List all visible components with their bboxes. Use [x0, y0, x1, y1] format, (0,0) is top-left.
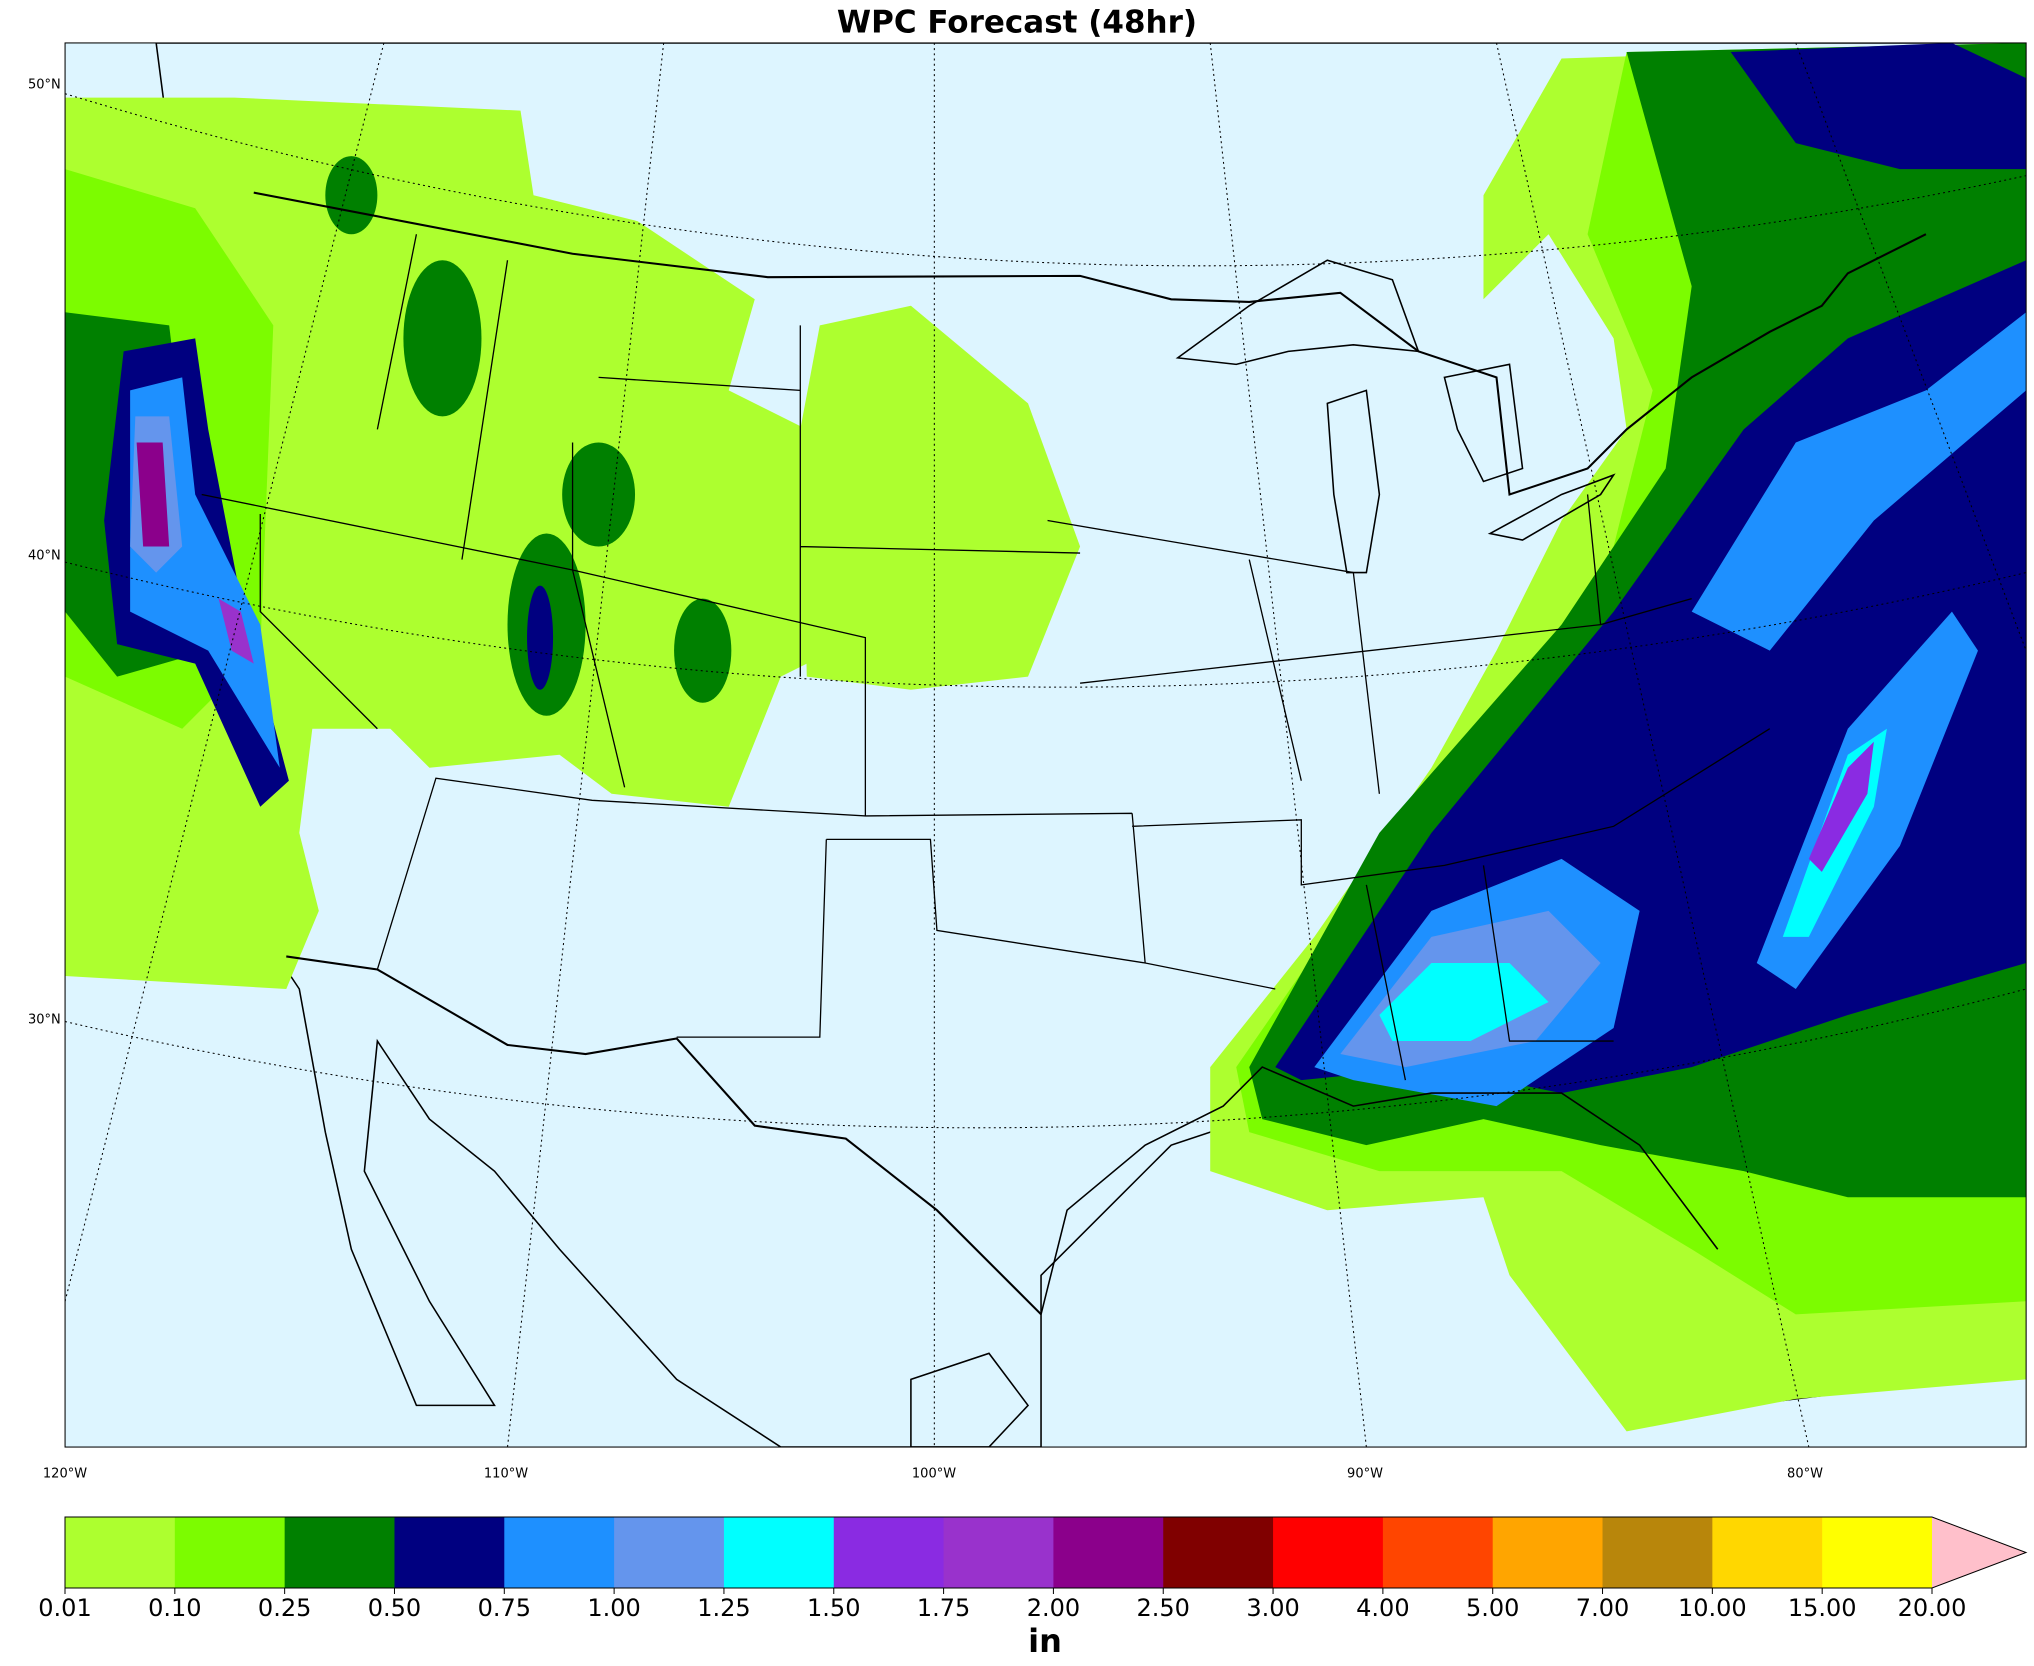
map	[64, 42, 2027, 1448]
colorbar-tick-label: 1.75	[917, 1594, 970, 1622]
colorbar-bin	[1602, 1517, 1713, 1588]
precip-rockies-6	[527, 585, 554, 690]
colorbar-bin	[1492, 1517, 1604, 1588]
colorbar-tick-label: 4.00	[1356, 1594, 1409, 1622]
lon-label: 90°W	[1347, 1467, 1383, 1482]
state-lines	[201, 234, 1771, 1081]
colorbar-tick-label: 0.10	[148, 1594, 201, 1622]
colorbar-bin	[65, 1517, 176, 1588]
precip-ca-purple-2	[218, 598, 254, 664]
us-canada-border	[253, 191, 1927, 496]
colorbar-bin	[174, 1517, 286, 1588]
parallel-40	[65, 561, 2027, 688]
colorbar-bin	[833, 1517, 945, 1588]
us-mexico-border	[286, 955, 1042, 1316]
colorbar-tick-label: 3.00	[1246, 1594, 1299, 1622]
colorbar-tick-label: 1.50	[807, 1594, 860, 1622]
lake-michigan	[1326, 389, 1381, 574]
precip-ca-purple	[136, 442, 170, 547]
lake-erie	[1487, 473, 1616, 541]
colorbar-tick-label: 2.50	[1137, 1594, 1190, 1622]
precip-rockies-3	[674, 598, 732, 703]
precip-ne-blue	[1691, 312, 2027, 651]
mexico-land-east	[910, 1352, 1030, 1448]
colorbar-bin	[943, 1517, 1054, 1588]
colorbar-bin	[1822, 1517, 1933, 1588]
precip-off-purple	[1808, 741, 1874, 872]
colorbar-tick-label: 0.25	[258, 1594, 311, 1622]
colorbar-bin	[614, 1517, 725, 1588]
colorbar-bin	[1382, 1517, 1494, 1588]
colorbar-bin	[1163, 1517, 1274, 1588]
colorbar-bin	[1712, 1517, 1823, 1588]
colorbar-bin	[723, 1517, 835, 1588]
colorbar-bin	[1273, 1517, 1384, 1588]
lon-label: 100°W	[912, 1467, 956, 1482]
lat-label: 50°N	[28, 78, 61, 93]
colorbar-bin	[504, 1517, 615, 1588]
colorbar-tick-label: 0.75	[478, 1594, 531, 1622]
parallel-50	[65, 93, 2027, 267]
colorbar-tick-label: 5.00	[1466, 1594, 1519, 1622]
precip-ne-navy	[1730, 42, 2027, 170]
colorbar-tick-label: 0.01	[38, 1594, 91, 1622]
colorbar-bin	[394, 1517, 505, 1588]
lon-label: 120°W	[43, 1467, 87, 1482]
lon-label: 110°W	[484, 1467, 528, 1482]
lon-label: 80°W	[1787, 1467, 1823, 1482]
colorbar-tick-label: 1.00	[587, 1594, 640, 1622]
map-frame	[64, 42, 2027, 1448]
gulf-coast	[1040, 1066, 1719, 1315]
colorbar-tick-label: 7.00	[1576, 1594, 1629, 1622]
lat-label: 40°N	[28, 549, 61, 564]
colorbar-tick-label: 0.50	[368, 1594, 421, 1622]
lake-huron	[1443, 363, 1524, 483]
colorbar-outline	[64, 1516, 2028, 1589]
colorbar-bin	[1053, 1517, 1164, 1588]
colorbar-tick-label: 1.25	[697, 1594, 750, 1622]
parallel-30	[65, 988, 2027, 1129]
colorbar-bin	[284, 1517, 395, 1588]
precip-rockies-1	[403, 260, 482, 417]
colorbar-tick-label: 2.00	[1027, 1594, 1080, 1622]
colorbar-unit: in	[1028, 1622, 1062, 1660]
precip-rockies-5	[325, 156, 378, 235]
precip-plains	[800, 305, 1081, 690]
colorbar-extend	[1932, 1517, 2026, 1588]
colorbar-tick-label: 15.00	[1788, 1594, 1857, 1622]
colorbar-tick-label: 10.00	[1678, 1594, 1747, 1622]
map-title: WPC Forecast (48hr)	[837, 5, 1197, 41]
lat-label: 30°N	[28, 1013, 61, 1028]
colorbar-tick-label: 20.00	[1898, 1594, 1967, 1622]
